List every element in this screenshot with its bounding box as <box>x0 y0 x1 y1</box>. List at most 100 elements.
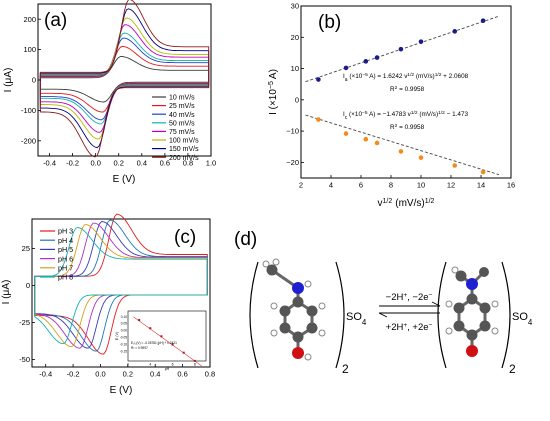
y-tick-label: 10 <box>291 64 299 73</box>
x-tick-label: 8 <box>389 181 393 190</box>
fit-line <box>305 114 500 176</box>
panel-b-annotation-anodic-r2: R2 = 0.9958 <box>390 85 425 94</box>
y-tick-label: 30 <box>291 2 299 11</box>
legend-label: pH 8 <box>58 273 73 282</box>
x-tick-label: 0.4 <box>150 370 160 379</box>
data-point <box>398 46 404 52</box>
inset-annotation-fit: E₁/₂(V) = -0.05781 [pH] + 0.2421 <box>131 341 177 345</box>
carbon-atom <box>455 270 467 282</box>
forward-conditions: −2H+, −2e− <box>386 292 433 304</box>
data-point <box>480 18 486 23</box>
hydrogen-atom <box>451 266 459 274</box>
legend-label: pH 5 <box>58 245 73 254</box>
backward-conditions: +2H+, +2e− <box>386 322 433 334</box>
panel-c-inset: 2 4 6 8 -0.15 -0.10 -0.05 0.00 0.05 0.10 E₁/₂(V) =… <box>115 310 207 371</box>
inset-y-tick-label: -0.05 <box>120 336 127 340</box>
panel-d-scheme: (d) <box>234 229 533 376</box>
nitrogen-atom <box>466 278 478 290</box>
y-tick-label: 0 <box>295 95 299 104</box>
carbon-atom <box>292 331 304 343</box>
y-tick-label: 0 <box>32 76 36 85</box>
legend-label: pH 7 <box>58 264 73 273</box>
y-tick-label: −10 <box>286 127 299 136</box>
panel-b-annotation-cathodic-fit: Ic (×10−5 A) = −1.4783 v1/2 (mV/s)1/2 − … <box>343 110 469 122</box>
reaction-arrows: −2H+, −2e− +2H+, +2e− <box>378 292 441 334</box>
data-point <box>374 55 380 60</box>
carbon-atom <box>466 293 478 305</box>
inset-ylabel: E (V) <box>115 332 119 340</box>
inset-annotation-r2: R² = 0.9997 <box>131 346 148 350</box>
panel-a-xlabel: E (V) <box>113 174 136 185</box>
cv-curve <box>39 45 210 113</box>
left-paren-close <box>335 261 345 369</box>
x-tick-label: -0.4 <box>39 370 52 379</box>
cv-curve <box>39 0 210 158</box>
carbon-atom <box>306 305 318 317</box>
y-tick-label: 100 <box>23 45 36 54</box>
data-point <box>316 77 321 82</box>
x-tick-label: 0.6 <box>160 159 170 168</box>
x-tick-label: 2 <box>299 181 303 190</box>
x-tick-label: 6 <box>359 181 363 190</box>
inset-xlabel: pH <box>165 367 170 371</box>
reduced-molecule: 2 SO4 <box>249 258 367 376</box>
x-tick-label: 0.2 <box>114 159 124 168</box>
inset-x-tick-label: 8 <box>194 363 196 367</box>
panel-b-frame <box>300 5 512 179</box>
x-tick-label: 0.0 <box>95 370 105 379</box>
y-tick-label: 0 <box>26 281 30 290</box>
x-tick-label: 12 <box>447 181 455 190</box>
legend-label: 150 mV/s <box>169 146 199 153</box>
y-tick-label: -200 <box>21 136 36 145</box>
legend-label: 10 mV/s <box>169 95 195 102</box>
inset-data-point <box>138 319 141 322</box>
hydrogen-atom <box>262 260 270 268</box>
right-counterion: SO4 <box>512 311 533 327</box>
panel-c-xlabel: E (V) <box>110 385 133 396</box>
x-tick-label: -0.2 <box>67 370 80 379</box>
legend-label: pH 3 <box>58 227 73 236</box>
hydrogen-atom <box>491 327 499 335</box>
hydrogen-atom <box>318 302 326 310</box>
oxygen-atom <box>292 347 304 359</box>
y-tick-label: 200 <box>23 15 36 24</box>
inset-fit-line <box>133 316 202 367</box>
hydrogen-atom <box>304 353 312 361</box>
carbon-atom <box>453 302 465 314</box>
hydrogen-atom <box>445 327 453 335</box>
x-tick-label: 0.4 <box>137 159 147 168</box>
panel-b-plot <box>305 15 500 176</box>
nitrogen-atom <box>292 282 304 294</box>
right-paren-open <box>437 261 447 369</box>
carbon-atom <box>479 267 489 277</box>
inset-data-point <box>193 359 196 362</box>
carbon-atom <box>479 320 491 332</box>
oxidized-molecule: 2 SO4 <box>437 261 533 376</box>
carbon-atom <box>292 296 304 308</box>
inset-y-tick-label: 0.00 <box>121 329 127 333</box>
x-tick-label: 16 <box>507 181 515 190</box>
x-tick-label: 0.2 <box>123 370 133 379</box>
legend-label: 200 mV/s <box>169 155 199 162</box>
x-tick-label: -0.2 <box>66 159 79 168</box>
data-point <box>418 155 424 160</box>
x-tick-label: 1.0 <box>206 159 216 168</box>
x-tick-label: 4 <box>329 181 333 190</box>
inset-y-tick-label: 0.10 <box>121 315 127 319</box>
panel-d-label: (d) <box>234 229 257 250</box>
x-tick-label: -0.4 <box>43 159 56 168</box>
panel-a-legend: 10 mV/s25 mV/s 40 mV/s50 mV/s 75 mV/s 100 m… <box>152 95 199 162</box>
hydrogen-atom <box>445 300 453 308</box>
panel-b: 2 4 6 8 10 12 14 16 −20 −10 0 10 20 30 (b) Ia (×10−5 … <box>268 2 516 209</box>
x-tick-label: 0.8 <box>183 159 193 168</box>
data-point <box>480 169 486 175</box>
inset-data-point <box>160 335 163 338</box>
right-paren-close <box>501 261 511 369</box>
carbon-atom <box>279 322 291 334</box>
data-point <box>343 65 349 71</box>
panel-a-curves <box>39 0 210 158</box>
inset-x-tick-label: 2 <box>127 363 129 367</box>
data-point <box>363 59 369 64</box>
